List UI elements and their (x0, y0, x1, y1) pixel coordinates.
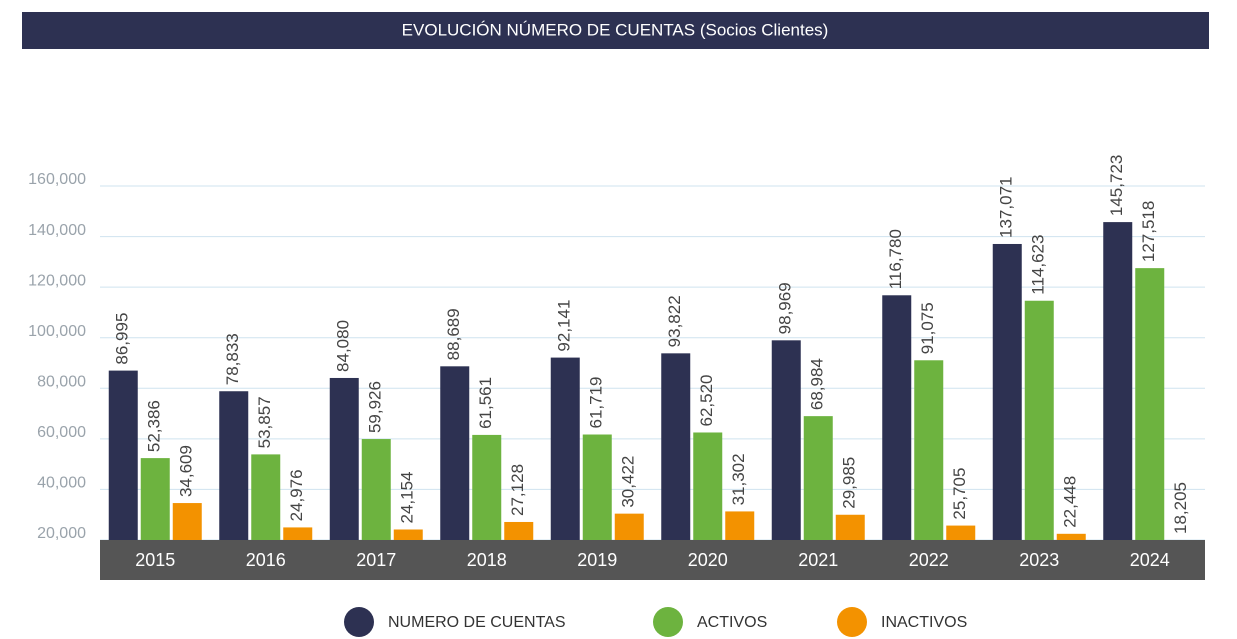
bar (472, 434, 502, 540)
bar (771, 340, 801, 540)
x-tick-label: 2022 (909, 550, 949, 570)
y-tick-label: 100,000 (28, 323, 86, 340)
value-label: 98,969 (776, 282, 795, 334)
y-tick-label: 20,000 (37, 525, 86, 542)
bar (440, 366, 470, 540)
value-label: 62,520 (697, 374, 716, 426)
legend-swatch (837, 607, 867, 637)
bar (108, 370, 138, 540)
x-tick-label: 2024 (1130, 550, 1170, 570)
bar (251, 454, 281, 540)
y-tick-label: 40,000 (37, 475, 86, 492)
value-label: 24,154 (398, 471, 417, 523)
y-tick-label: 160,000 (28, 171, 86, 188)
x-tick-label: 2018 (467, 550, 507, 570)
x-tick-label: 2017 (356, 550, 396, 570)
legend-label: NUMERO DE CUENTAS (388, 614, 566, 631)
legend-swatch (653, 607, 683, 637)
value-label: 22,448 (1061, 476, 1080, 528)
bar (914, 360, 944, 540)
bar (661, 353, 691, 540)
bar (393, 529, 423, 540)
value-label: 145,723 (1107, 155, 1126, 216)
x-tick-label: 2021 (798, 550, 838, 570)
value-label: 30,422 (619, 456, 638, 508)
value-label: 27,128 (508, 464, 527, 516)
x-tick-label: 2019 (577, 550, 617, 570)
bar (946, 525, 976, 540)
bar (582, 434, 612, 540)
y-tick-label: 60,000 (37, 424, 86, 441)
value-label: 116,780 (886, 229, 905, 289)
bar (992, 243, 1022, 541)
value-label: 78,833 (223, 333, 242, 385)
x-tick-label: 2016 (246, 550, 286, 570)
bar (835, 514, 865, 540)
legend-swatch (344, 607, 374, 637)
bar (504, 521, 534, 540)
value-label: 18,205 (1171, 482, 1190, 534)
value-label: 34,609 (177, 445, 196, 497)
value-label: 92,141 (555, 300, 574, 352)
value-label: 91,075 (918, 302, 937, 354)
bar (803, 416, 833, 540)
bar (361, 439, 391, 540)
bar (1103, 222, 1133, 541)
value-label: 61,561 (476, 377, 495, 429)
bar (140, 458, 170, 540)
value-label: 53,857 (255, 396, 274, 448)
x-tick-label: 2023 (1019, 550, 1059, 570)
bar (219, 391, 249, 540)
value-label: 59,926 (366, 381, 385, 433)
x-tick-label: 2015 (135, 550, 175, 570)
value-label: 93,822 (665, 295, 684, 347)
x-tick-label: 2020 (688, 550, 728, 570)
y-tick-label: 80,000 (37, 374, 86, 391)
bar (1135, 268, 1165, 540)
category-band (100, 540, 1205, 580)
y-tick-label: 140,000 (28, 222, 86, 239)
bar (172, 503, 202, 540)
value-label: 84,080 (334, 320, 353, 372)
bar (1056, 533, 1086, 540)
value-label: 29,985 (840, 457, 859, 509)
value-label: 127,518 (1139, 201, 1158, 262)
legend-label: ACTIVOS (697, 614, 767, 631)
value-label: 52,386 (145, 400, 164, 452)
chart-title: EVOLUCIÓN NÚMERO DE CUENTAS (Socios Clie… (402, 20, 829, 39)
bar (882, 295, 912, 540)
value-label: 61,719 (587, 377, 606, 429)
bar (1024, 300, 1054, 540)
legend-label: INACTIVOS (881, 614, 967, 631)
value-label: 114,623 (1029, 235, 1048, 295)
value-label: 68,984 (808, 358, 827, 410)
value-label: 88,689 (444, 308, 463, 360)
value-label: 31,302 (729, 453, 748, 505)
bar (329, 377, 359, 540)
value-label: 137,071 (997, 177, 1016, 238)
bar (550, 357, 580, 540)
value-label: 24,976 (287, 469, 306, 521)
value-label: 25,705 (950, 468, 969, 520)
y-tick-label: 120,000 (28, 272, 86, 289)
bar (725, 511, 755, 540)
bar (614, 513, 644, 540)
title-banner (22, 12, 1209, 49)
value-label: 86,995 (113, 313, 132, 365)
bar (283, 527, 313, 540)
bar (693, 432, 723, 540)
